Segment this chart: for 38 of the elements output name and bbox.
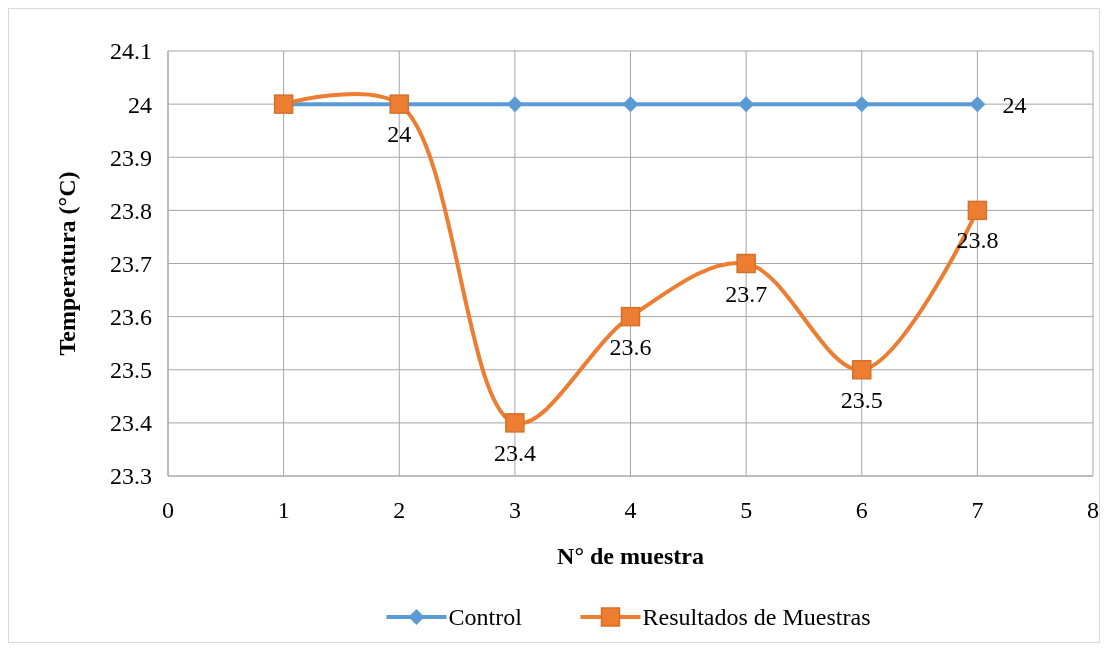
y-axis-title: Temperatura (°C): [54, 171, 80, 356]
x-tick-label: 8: [1087, 497, 1099, 523]
x-tick-label: 3: [508, 497, 521, 523]
y-tick-label: 23.9: [110, 144, 152, 171]
y-tick-label: 23.8: [110, 197, 152, 224]
point: [622, 96, 639, 113]
y-tick-label: 24.1: [110, 38, 152, 65]
y-tick-label: 23.4: [110, 410, 152, 437]
y-tick-label: 24: [128, 91, 152, 118]
point: [967, 200, 988, 221]
x-tick-label: 5: [740, 497, 753, 523]
x-tick-label: 4: [624, 497, 637, 523]
y-tick-label: 23.7: [110, 250, 152, 277]
data-label: 23.4: [493, 439, 536, 466]
data-label: 24: [1002, 91, 1027, 118]
point: [852, 360, 872, 380]
x-tick-label: 2: [393, 497, 406, 523]
point: [620, 306, 641, 327]
point: [969, 96, 986, 113]
x-tick-label: 7: [971, 497, 984, 523]
x-tick-label: 6: [855, 497, 868, 523]
y-tick-label: 23.3: [110, 463, 152, 490]
data-label: 23.5: [840, 386, 883, 413]
legend-label: Control: [448, 604, 523, 630]
point: [506, 96, 523, 113]
y-tick-label: 23.6: [110, 304, 152, 331]
point: [853, 96, 870, 113]
data-label: 24: [387, 121, 412, 148]
point: [736, 253, 756, 274]
x-axis-title: N° de muestra: [557, 543, 704, 569]
x-tick-label: 0: [162, 497, 174, 523]
point: [738, 96, 755, 113]
x-tick-label: 1: [277, 497, 290, 523]
y-tick-label: 23.5: [110, 357, 152, 384]
legend-label: Resultados de Muestras: [642, 604, 871, 630]
point: [505, 413, 525, 433]
data-label: 23.6: [609, 333, 652, 360]
data-label: 23.7: [725, 280, 768, 307]
